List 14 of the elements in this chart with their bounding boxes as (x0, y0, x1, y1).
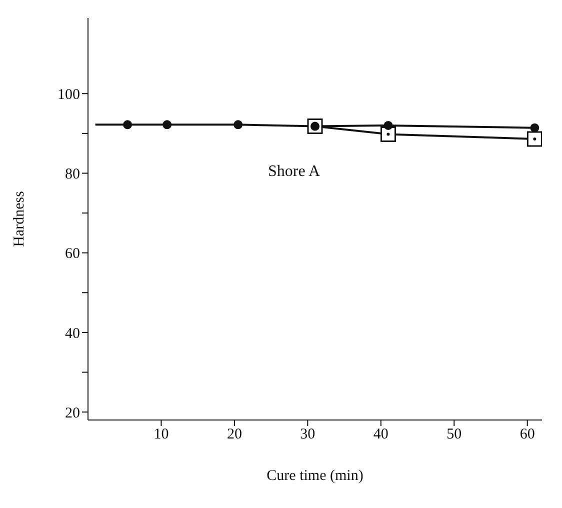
x-tick-label: 30 (300, 426, 316, 443)
x-axis-title: Cure time (min) (266, 468, 364, 484)
x-tick-label: 50 (446, 426, 462, 443)
y-axis-title: Hardness (11, 190, 28, 247)
x-tick-label: 20 (226, 426, 242, 443)
x-tick-label: 40 (373, 426, 388, 443)
annotation: Shore A (268, 163, 320, 181)
y-tick-label: 60 (65, 246, 80, 262)
y-tick-label: 40 (65, 326, 80, 342)
x-tick-label: 60 (520, 426, 535, 443)
x-tick-label: 10 (154, 426, 169, 443)
y-tick-label: 20 (65, 405, 80, 422)
y-tick-label: 100 (58, 86, 80, 103)
y-tick-label: 80 (65, 166, 80, 183)
